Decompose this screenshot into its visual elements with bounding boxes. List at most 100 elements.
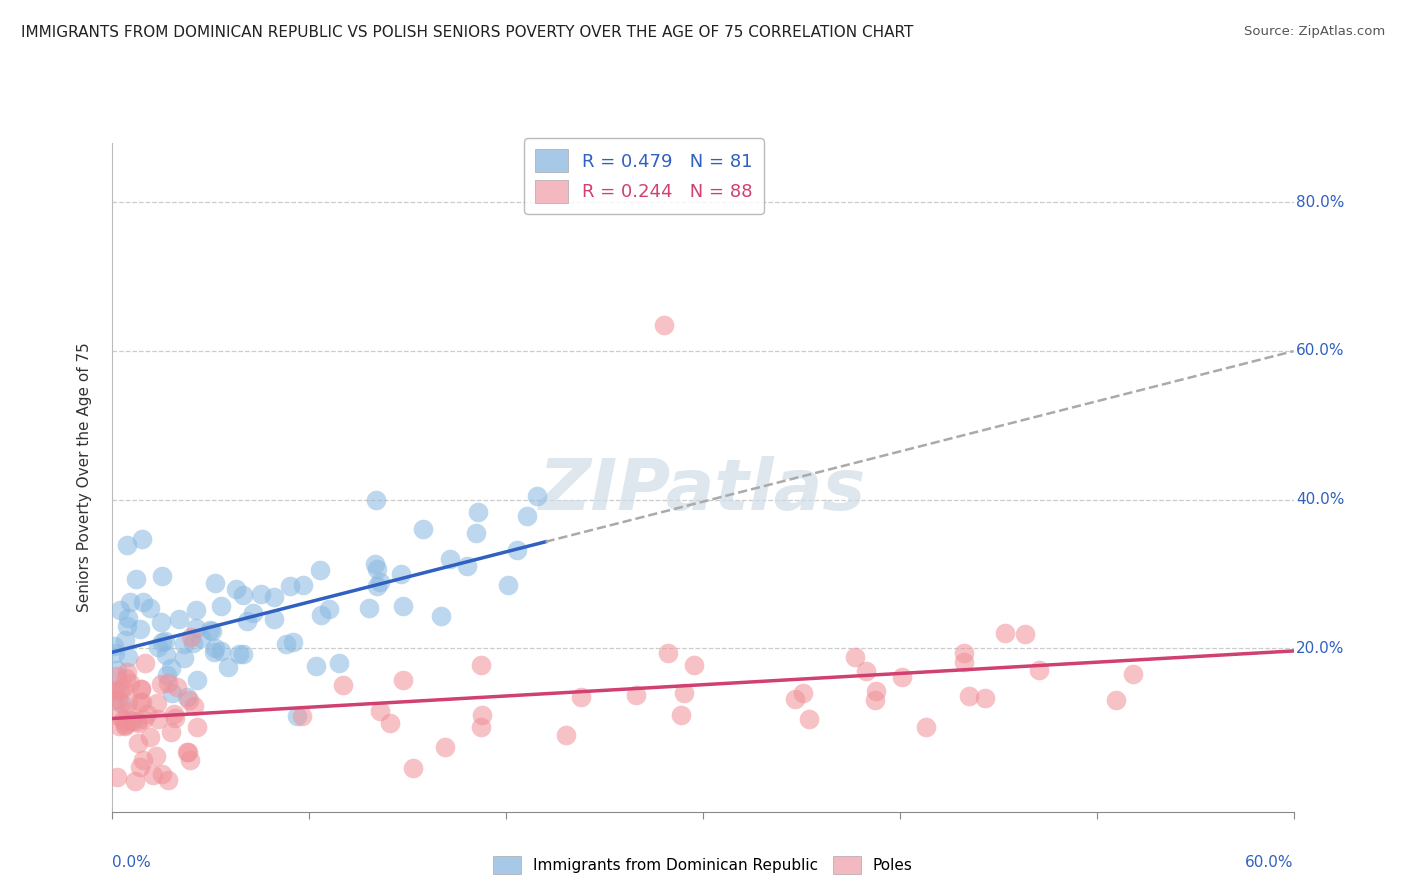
Point [117, 649, 139, 664]
Point [129, 622, 152, 636]
Point [108, 681, 131, 696]
Point [148, 712, 170, 726]
Point [108, 719, 131, 733]
Point [115, 665, 138, 680]
Point [105, 669, 128, 683]
Point [204, 576, 226, 591]
Point [149, 677, 172, 691]
Point [624, 688, 647, 702]
Legend: R = 0.479   N = 81, R = 0.244   N = 88: R = 0.479 N = 81, R = 0.244 N = 88 [524, 138, 763, 214]
Point [516, 509, 538, 524]
Point [783, 692, 806, 706]
Point [994, 625, 1017, 640]
Point [117, 611, 139, 625]
Point [855, 664, 877, 678]
Point [797, 712, 820, 726]
Point [142, 767, 165, 781]
Point [179, 692, 201, 706]
Point [150, 766, 173, 780]
Point [278, 579, 301, 593]
Point [392, 673, 415, 687]
Point [127, 736, 149, 750]
Point [364, 492, 387, 507]
Point [392, 599, 415, 614]
Point [129, 681, 152, 696]
Point [672, 686, 695, 700]
Point [467, 505, 489, 519]
Point [112, 681, 135, 695]
Point [285, 709, 308, 723]
Point [228, 647, 250, 661]
Point [115, 671, 138, 685]
Point [114, 718, 136, 732]
Point [173, 637, 195, 651]
Point [129, 760, 152, 774]
Point [863, 693, 886, 707]
Point [127, 716, 149, 731]
Point [134, 656, 156, 670]
Point [465, 526, 488, 541]
Point [160, 661, 183, 675]
Point [263, 590, 285, 604]
Point [470, 720, 492, 734]
Point [433, 739, 456, 754]
Point [107, 692, 129, 706]
Point [115, 538, 138, 552]
Point [177, 745, 200, 759]
Point [103, 682, 125, 697]
Point [865, 684, 887, 698]
Point [456, 558, 478, 573]
Point [311, 607, 333, 622]
Point [368, 575, 391, 590]
Point [160, 725, 183, 739]
Point [120, 594, 142, 608]
Point [242, 606, 264, 620]
Text: 40.0%: 40.0% [1296, 492, 1344, 507]
Point [110, 696, 132, 710]
Point [430, 608, 453, 623]
Text: 80.0%: 80.0% [1296, 194, 1344, 210]
Point [366, 579, 388, 593]
Point [104, 647, 127, 661]
Point [209, 644, 232, 658]
Point [1104, 692, 1126, 706]
Point [150, 635, 173, 649]
Point [209, 599, 232, 614]
Point [163, 706, 186, 721]
Text: ZIPatlas: ZIPatlas [540, 456, 866, 525]
Point [506, 542, 529, 557]
Point [914, 720, 936, 734]
Point [669, 708, 692, 723]
Point [190, 631, 212, 645]
Point [364, 557, 387, 571]
Point [105, 771, 128, 785]
Point [844, 649, 866, 664]
Point [308, 563, 330, 577]
Point [132, 595, 155, 609]
Point [139, 601, 162, 615]
Point [368, 704, 391, 718]
Point [225, 582, 247, 597]
Point [378, 716, 401, 731]
Point [139, 730, 162, 744]
Point [121, 714, 143, 728]
Point [183, 698, 205, 713]
Point [184, 603, 207, 617]
Point [118, 675, 141, 690]
Point [114, 715, 136, 730]
Point [160, 686, 183, 700]
Point [145, 748, 167, 763]
Point [114, 718, 136, 732]
Point [136, 707, 159, 722]
Point [236, 614, 259, 628]
Point [105, 663, 128, 677]
Point [176, 745, 198, 759]
Point [184, 621, 207, 635]
Point [173, 650, 195, 665]
Point [657, 646, 679, 660]
Point [176, 690, 198, 704]
Point [107, 708, 129, 723]
Point [973, 690, 995, 705]
Point [202, 645, 225, 659]
Point [120, 714, 142, 728]
